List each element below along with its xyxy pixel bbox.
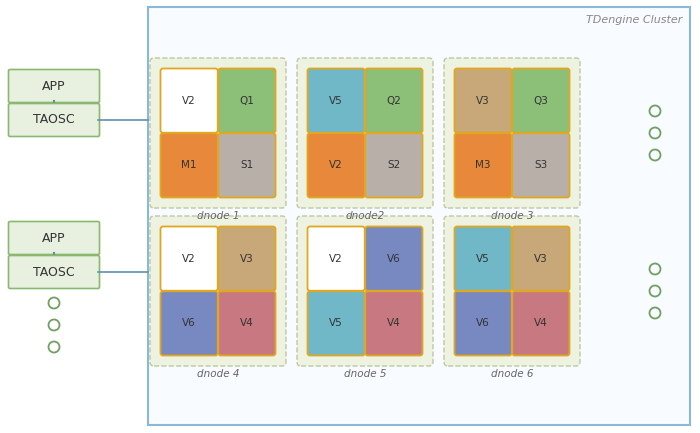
Text: V3: V3 xyxy=(240,254,254,264)
Text: dnode 1: dnode 1 xyxy=(197,211,239,221)
Bar xyxy=(148,7,690,425)
FancyBboxPatch shape xyxy=(454,226,512,291)
FancyBboxPatch shape xyxy=(512,133,570,197)
Text: Q3: Q3 xyxy=(533,96,548,106)
FancyBboxPatch shape xyxy=(307,226,365,291)
FancyBboxPatch shape xyxy=(365,133,423,197)
Text: Q1: Q1 xyxy=(239,96,254,106)
Text: V2: V2 xyxy=(329,160,343,170)
FancyBboxPatch shape xyxy=(307,133,365,197)
Text: Q2: Q2 xyxy=(386,96,401,106)
FancyBboxPatch shape xyxy=(218,68,276,133)
Text: APP: APP xyxy=(42,80,66,93)
Text: V6: V6 xyxy=(387,254,400,264)
Text: TAOSC: TAOSC xyxy=(33,265,75,278)
Text: V2: V2 xyxy=(182,96,196,106)
FancyBboxPatch shape xyxy=(297,216,433,366)
FancyBboxPatch shape xyxy=(8,103,99,136)
FancyBboxPatch shape xyxy=(150,58,286,208)
Text: V4: V4 xyxy=(534,318,548,328)
Text: dnode 3: dnode 3 xyxy=(491,211,533,221)
Text: V6: V6 xyxy=(182,318,196,328)
Text: V3: V3 xyxy=(476,96,490,106)
Text: dnode 5: dnode 5 xyxy=(344,369,386,379)
FancyBboxPatch shape xyxy=(160,226,218,291)
FancyBboxPatch shape xyxy=(454,133,512,197)
Text: S1: S1 xyxy=(240,160,253,170)
Text: APP: APP xyxy=(42,232,66,245)
Text: S3: S3 xyxy=(534,160,547,170)
FancyBboxPatch shape xyxy=(512,291,570,355)
FancyBboxPatch shape xyxy=(160,133,218,197)
FancyBboxPatch shape xyxy=(218,133,276,197)
FancyBboxPatch shape xyxy=(365,68,423,133)
Text: V4: V4 xyxy=(387,318,400,328)
FancyBboxPatch shape xyxy=(512,226,570,291)
FancyBboxPatch shape xyxy=(307,68,365,133)
FancyBboxPatch shape xyxy=(512,68,570,133)
FancyBboxPatch shape xyxy=(444,58,580,208)
Text: V6: V6 xyxy=(476,318,490,328)
Text: V2: V2 xyxy=(329,254,343,264)
FancyBboxPatch shape xyxy=(160,291,218,355)
FancyBboxPatch shape xyxy=(307,291,365,355)
FancyBboxPatch shape xyxy=(218,291,276,355)
Text: V5: V5 xyxy=(329,96,343,106)
FancyBboxPatch shape xyxy=(454,291,512,355)
Text: dnode 6: dnode 6 xyxy=(491,369,533,379)
Text: V5: V5 xyxy=(476,254,490,264)
FancyBboxPatch shape xyxy=(297,58,433,208)
Text: TDengine Cluster: TDengine Cluster xyxy=(586,15,682,25)
Text: V3: V3 xyxy=(534,254,548,264)
Text: M1: M1 xyxy=(181,160,197,170)
FancyBboxPatch shape xyxy=(8,70,99,103)
Text: M3: M3 xyxy=(475,160,491,170)
Text: TAOSC: TAOSC xyxy=(33,113,75,126)
FancyBboxPatch shape xyxy=(365,226,423,291)
Text: dnode 4: dnode 4 xyxy=(197,369,239,379)
FancyBboxPatch shape xyxy=(160,68,218,133)
Text: dnode2: dnode2 xyxy=(345,211,384,221)
FancyBboxPatch shape xyxy=(8,222,99,255)
FancyBboxPatch shape xyxy=(444,216,580,366)
Text: S2: S2 xyxy=(387,160,400,170)
FancyBboxPatch shape xyxy=(150,216,286,366)
FancyBboxPatch shape xyxy=(8,255,99,288)
FancyBboxPatch shape xyxy=(218,226,276,291)
Text: V2: V2 xyxy=(182,254,196,264)
Text: V5: V5 xyxy=(329,318,343,328)
FancyBboxPatch shape xyxy=(365,291,423,355)
Text: V4: V4 xyxy=(240,318,254,328)
FancyBboxPatch shape xyxy=(454,68,512,133)
